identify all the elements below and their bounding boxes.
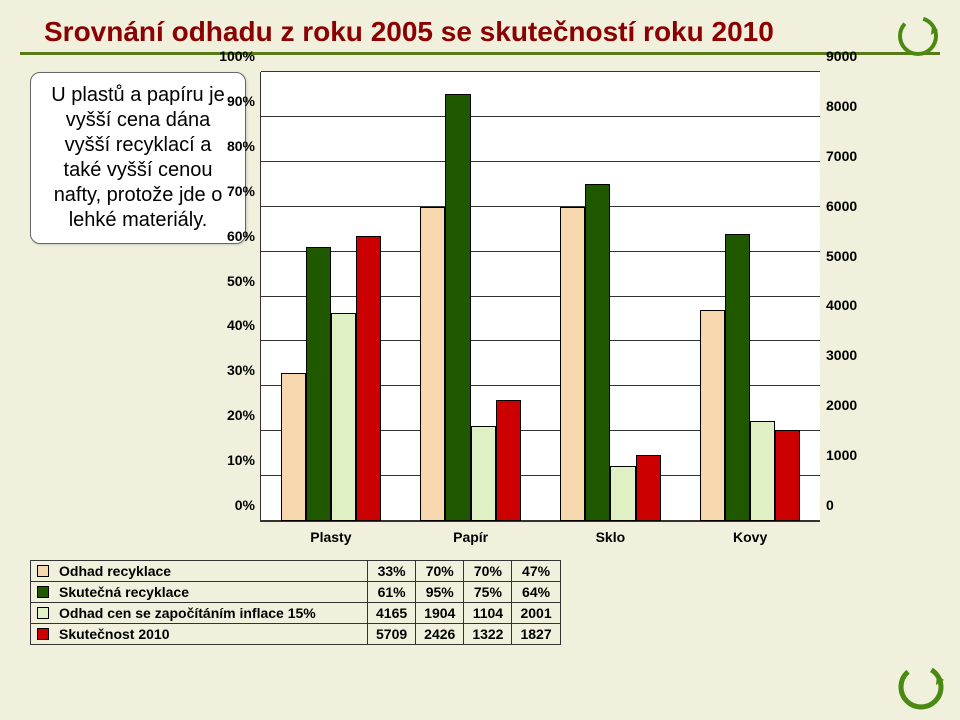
y-left-tick: 80% [195,138,255,154]
table-row: Odhad recyklace33%70%70%47% [31,561,561,582]
table-cell: 4165 [368,603,416,624]
y-left-tick: 90% [195,93,255,109]
y-right-tick: 6000 [826,198,886,214]
legend-swatch-icon [37,607,49,619]
y-left-tick: 70% [195,183,255,199]
bar [471,426,496,521]
y-right-tick: 4000 [826,297,886,313]
legend-swatch-icon [37,565,49,577]
y-left-tick: 30% [195,362,255,378]
bar [306,247,331,521]
y-right-tick: 7000 [826,148,886,164]
table-cell: 33% [368,561,416,582]
bar [610,466,635,521]
bar [560,207,585,521]
table-cell: 1322 [464,624,512,645]
bar [445,94,470,521]
table-cell: 64% [512,582,560,603]
row-label: Odhad cen se započítáním inflace 15% [31,603,368,624]
table-cell: 61% [368,582,416,603]
y-left-tick: 40% [195,317,255,333]
bar [775,430,800,521]
bar [750,421,775,521]
legend-swatch-icon [37,628,49,640]
table-cell: 70% [464,561,512,582]
table-cell: 70% [416,561,464,582]
bar [585,184,610,521]
x-tick: Kovy [733,529,767,545]
row-label: Skutečná recyklace [31,582,368,603]
slide: Srovnání odhadu z roku 2005 se skutečnos… [0,0,960,720]
y-left-tick: 20% [195,407,255,423]
bar [700,310,725,521]
y-right-tick: 1000 [826,447,886,463]
table-cell: 2001 [512,603,560,624]
y-left-tick: 0% [195,497,255,513]
y-left-tick: 100% [195,48,255,64]
page-title: Srovnání odhadu z roku 2005 se skutečnos… [20,0,940,55]
y-right-tick: 8000 [826,98,886,114]
y-right-tick: 5000 [826,248,886,264]
x-tick: Sklo [596,529,626,545]
legend-swatch-icon [37,586,49,598]
data-table: Odhad recyklace33%70%70%47%Skutečná recy… [30,560,561,645]
y-left-tick: 10% [195,452,255,468]
bar [356,236,381,521]
table-cell: 1104 [464,603,512,624]
table-cell: 47% [512,561,560,582]
table-cell: 75% [464,582,512,603]
table-cell: 2426 [416,624,464,645]
y-left-tick: 50% [195,273,255,289]
table-row: Skutečná recyklace61%95%75%64% [31,582,561,603]
y-right-tick: 2000 [826,397,886,413]
bar [281,373,306,521]
row-label: Skutečnost 2010 [31,624,368,645]
table-cell: 95% [416,582,464,603]
bar [420,207,445,521]
row-label: Odhad recyklace [31,561,368,582]
table-cell: 1904 [416,603,464,624]
recycle-logo-icon [898,16,938,56]
bar [496,400,521,521]
bar [725,234,750,521]
plot-area: 0%10%20%30%40%50%60%70%80%90%100%0100020… [260,72,820,522]
footer-logo-icon [898,664,944,710]
table-cell: 5709 [368,624,416,645]
table-row: Skutečnost 20105709242613221827 [31,624,561,645]
x-tick: Plasty [310,529,351,545]
y-right-tick: 3000 [826,347,886,363]
bar [331,313,356,521]
table-row: Odhad cen se započítáním inflace 15%4165… [31,603,561,624]
y-right-tick: 9000 [826,48,886,64]
y-right-tick: 0 [826,497,886,513]
chart: 0%10%20%30%40%50%60%70%80%90%100%0100020… [190,72,890,552]
x-tick: Papír [453,529,488,545]
bar [636,455,661,521]
table-cell: 1827 [512,624,560,645]
y-left-tick: 60% [195,228,255,244]
